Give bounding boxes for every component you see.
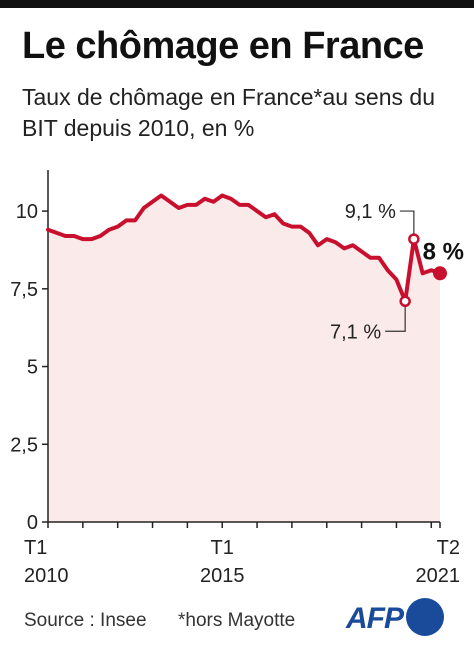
chart-subtitle: Taux de chômage en France*au sens du BIT… [22,84,435,141]
last-point-marker [433,266,447,281]
x-tick-label: 2010 [24,565,69,587]
annotation-leader [399,210,415,235]
last-value-label: 8 % [423,238,464,265]
chart-title: Le chômage en France [22,25,424,67]
y-tick-label: 7,5 [10,279,38,301]
x-tick-label: T1 [24,537,47,559]
x-tick-label: T2 [437,537,460,559]
x-tick-label: 2021 [416,565,461,587]
afp-logo-text: AFP [346,602,404,635]
annotation-leader [385,306,406,332]
line-chart: 0 2,5 5 7,5 10 T1 2010 T1 2015 T2 2021 7,1 % 9,1 % 8 … [10,170,464,587]
y-tick-label: 0 [27,512,38,534]
data-line [46,193,442,304]
y-tick-label: 2,5 [10,434,38,456]
annotation-label: 9,1 % [345,201,396,223]
annotated-point [408,233,420,245]
area-fill [48,195,440,522]
annotation-label: 7,1 % [330,321,381,343]
x-tick-label: 2015 [200,565,245,587]
afp-logo-dot [406,598,444,636]
annotated-point [399,295,411,308]
y-tick-label: 10 [16,201,38,223]
top-bar [0,0,474,8]
footnote: *hors Mayotte [178,610,296,631]
source-note: Source : Insee [24,610,147,631]
afp-logo: AFP [346,598,456,638]
x-tick-label: T1 [211,537,234,559]
y-tick-label: 5 [27,357,38,379]
